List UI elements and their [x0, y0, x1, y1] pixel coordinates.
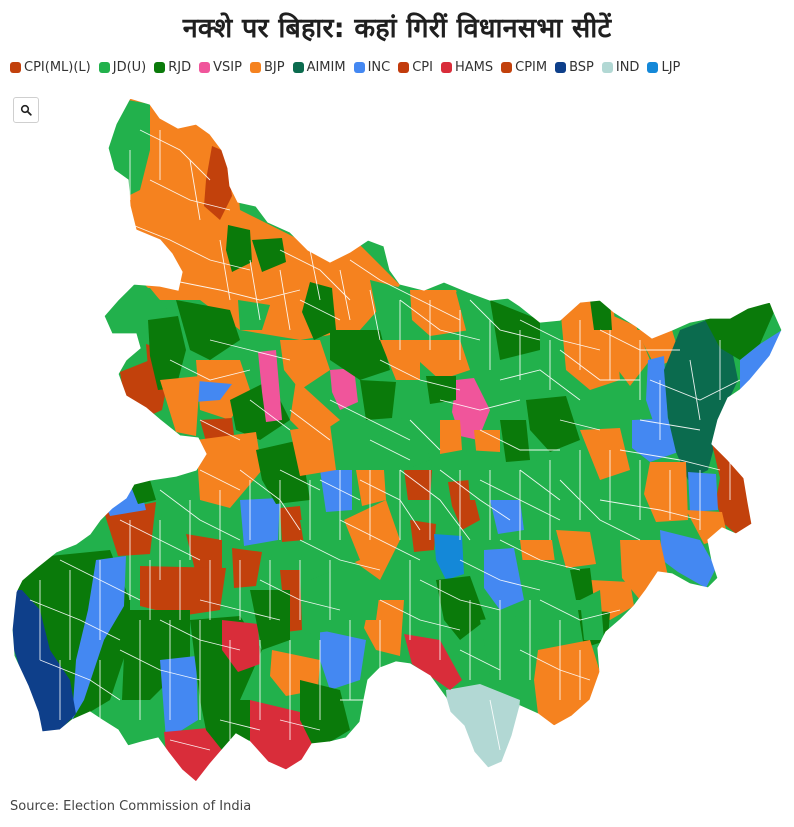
legend-label: IND — [615, 60, 640, 75]
map-title: नक्शे पर बिहार: कहां गिरीं विधानसभा सीटे… — [182, 13, 612, 44]
legend-label: CPI — [412, 60, 433, 75]
zoom-button[interactable] — [13, 97, 39, 123]
legend-item[interactable]: AIMIM — [292, 60, 346, 75]
legend-label: BJP — [263, 60, 285, 75]
legend-swatch — [154, 62, 166, 73]
legend-swatch — [98, 62, 110, 73]
legend-item[interactable]: BSP — [555, 60, 594, 75]
legend-swatch — [10, 62, 21, 73]
legend-swatch — [647, 62, 659, 73]
legend-item[interactable]: RJD — [154, 60, 191, 75]
legend-item[interactable]: LJP — [647, 60, 680, 75]
bihar-constituency-map[interactable] — [0, 90, 794, 790]
legend-swatch — [501, 62, 513, 73]
legend-item[interactable]: JD(U) — [98, 60, 147, 75]
legend-swatch — [601, 62, 613, 73]
legend-item[interactable]: BJP — [249, 60, 285, 75]
source-note: Source: Election Commission of India — [10, 799, 252, 814]
legend-item[interactable]: VSIP — [199, 60, 242, 75]
legend-item[interactable]: INC — [353, 60, 391, 75]
legend-label: INC — [367, 60, 391, 75]
legend: CPI(ML)(L) JD(U) RJD VSIP BJP AIMIM INC CPI HAMS… — [10, 60, 790, 75]
legend-item[interactable]: IND — [601, 60, 640, 75]
legend-swatch — [398, 62, 410, 73]
legend-swatch — [440, 62, 452, 73]
legend-swatch — [292, 62, 304, 73]
legend-label: RJD — [168, 60, 192, 75]
legend-label: AIMIM — [306, 60, 346, 75]
legend-swatch — [353, 62, 365, 73]
legend-label: HAMS — [454, 60, 494, 75]
legend-item[interactable]: HAMS — [440, 60, 494, 75]
legend-item[interactable]: CPIM — [501, 60, 547, 75]
legend-label: CPI(ML)(L) — [24, 60, 91, 75]
legend-item[interactable]: CPI(ML)(L) — [10, 60, 91, 75]
legend-label: JD(U) — [112, 60, 147, 75]
legend-label: VSIP — [213, 60, 242, 75]
search-icon — [20, 104, 32, 116]
legend-label: BSP — [569, 60, 594, 75]
legend-label: LJP — [661, 60, 681, 75]
legend-label: CPIM — [515, 60, 548, 75]
legend-item[interactable]: CPI — [398, 60, 433, 75]
legend-swatch — [555, 62, 567, 73]
legend-swatch — [249, 62, 261, 73]
legend-swatch — [199, 62, 211, 73]
